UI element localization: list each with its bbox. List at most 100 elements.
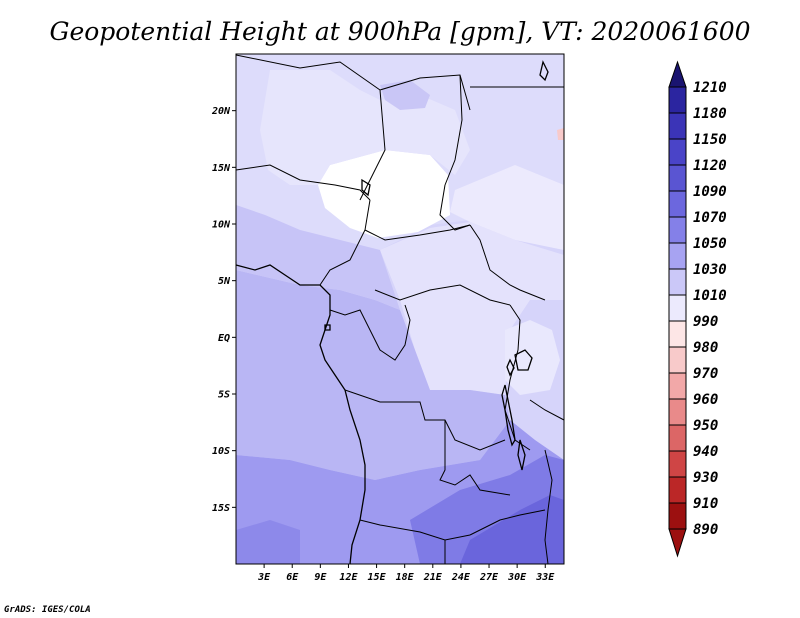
field-central-africa <box>380 222 564 395</box>
field-nw-patch <box>380 80 430 110</box>
colorbar-segment <box>668 450 687 478</box>
field-mozambique-deep <box>460 495 564 564</box>
border-cameroon-car <box>364 224 471 241</box>
colorbar-label: 1210 <box>693 80 727 96</box>
colorbar-segment <box>668 320 687 348</box>
field-lake-region <box>505 320 560 395</box>
colorbar-label: 970 <box>693 366 718 382</box>
x-tick-label: 15E <box>368 572 387 583</box>
colorbar-label: 910 <box>693 496 718 512</box>
map-frame <box>235 53 565 565</box>
colorbar-label: 890 <box>693 522 718 538</box>
field-gulf-band <box>236 205 400 310</box>
x-tick-label: 12E <box>339 572 358 583</box>
colorbar-segment <box>668 372 687 400</box>
border-zambia-south <box>469 509 546 536</box>
border-drc-angola <box>344 389 506 451</box>
x-tick-label: 21E <box>423 572 443 583</box>
colorbar-segment <box>668 346 687 374</box>
colorbar-label: 1180 <box>693 106 727 122</box>
y-tick-label: 10S <box>212 446 230 457</box>
colorbar-segment <box>668 476 687 504</box>
border-nigeria-cameroon <box>319 199 371 286</box>
border-nigeria-north <box>235 164 371 201</box>
lake-tanganyika <box>501 384 516 447</box>
y-tick-label: 5N <box>218 276 231 287</box>
colorbar-segment <box>668 164 687 192</box>
coastlines <box>235 60 549 565</box>
colorbar-segment <box>668 86 687 114</box>
border-niger-chad <box>359 89 386 201</box>
x-tick-label: 30E <box>507 572 527 583</box>
coast-east-strip <box>539 60 549 82</box>
coast-west-africa <box>235 264 366 565</box>
field-west-coast <box>236 270 510 480</box>
y-tick-label: 15S <box>212 503 230 514</box>
map-area <box>235 53 565 565</box>
lake-victoria <box>514 349 533 371</box>
colorbar-label: 1150 <box>693 132 727 148</box>
border-car-south <box>374 284 511 306</box>
colorbar-label: 960 <box>693 392 718 408</box>
x-tick-label: 18E <box>396 572 415 583</box>
field-east-sahara <box>450 165 564 250</box>
colorbar-top-cap <box>668 60 687 88</box>
y-tick-label: 15N <box>212 163 231 174</box>
colorbar-segment <box>668 112 687 140</box>
colorbar-label: 990 <box>693 314 718 330</box>
y-tick-label: 20N <box>211 106 231 117</box>
x-tick-label: 3E <box>257 572 271 583</box>
lake-chad <box>361 178 371 197</box>
country-borders <box>235 54 565 565</box>
y-tick-label: 10N <box>212 220 231 231</box>
colorbar: 1210 1180 1150 1120 1090 1070 1050 1030 1010 990 9… <box>668 60 727 558</box>
colorbar-label: 1070 <box>693 210 727 226</box>
coast-gulf-islands <box>324 324 331 331</box>
colorbar-segment <box>668 294 687 322</box>
colorbar-label: 1030 <box>693 262 727 278</box>
x-axis: 3E 6E 9E 12E 15E 18E 21E 24E 27E 30E 33E <box>257 564 555 583</box>
x-tick-label: 9E <box>314 572 327 583</box>
height-field <box>236 54 564 564</box>
field-red-speck <box>557 128 564 140</box>
border-angola-namibia <box>359 519 471 541</box>
grads-credit: GrADS: IGES/COLA <box>4 605 91 615</box>
border-sudan-south <box>469 224 546 301</box>
lake-kivu <box>506 358 515 377</box>
colorbar-segment <box>668 216 687 244</box>
x-tick-label: 6E <box>286 572 299 583</box>
colorbar-segment <box>668 190 687 218</box>
field-southwest-corner <box>236 520 300 564</box>
border-chad-sudan <box>439 184 471 231</box>
colorbar-label: 940 <box>693 444 718 460</box>
border-tanzania <box>529 399 565 421</box>
y-tick-label: EQ <box>218 333 230 344</box>
y-axis: 20N 15N 10N 5N EQ 5S 10S 15S <box>211 106 236 514</box>
colorbar-segment <box>668 242 687 270</box>
colorbar-label: 1090 <box>693 184 727 200</box>
colorbar-label: 930 <box>693 470 718 486</box>
colorbar-segment <box>668 502 687 530</box>
colorbar-segment <box>668 268 687 296</box>
field-sahel-core <box>318 150 450 238</box>
x-tick-label: 33E <box>535 572 555 583</box>
colorbar-label: 1010 <box>693 288 727 304</box>
colorbar-label: 950 <box>693 418 718 434</box>
border-angola-zambia <box>439 420 511 496</box>
border-libya-chad <box>444 74 463 186</box>
colorbar-segment <box>668 398 687 426</box>
colorbar-segment <box>668 138 687 166</box>
colorbar-label: 1050 <box>693 236 727 252</box>
border-congo-gabon <box>329 304 411 361</box>
x-tick-label: 24E <box>451 572 471 583</box>
chart-title: Geopotential Height at 900hPa [gpm], VT:… <box>49 17 750 46</box>
colorbar-bottom-cap <box>668 528 687 558</box>
x-tick-label: 27E <box>479 572 499 583</box>
colorbar-label: 1120 <box>693 158 727 174</box>
border-mozambique <box>544 449 553 565</box>
colorbar-segment <box>668 424 687 452</box>
y-tick-label: 5S <box>218 390 230 401</box>
lake-malawi <box>517 439 526 471</box>
